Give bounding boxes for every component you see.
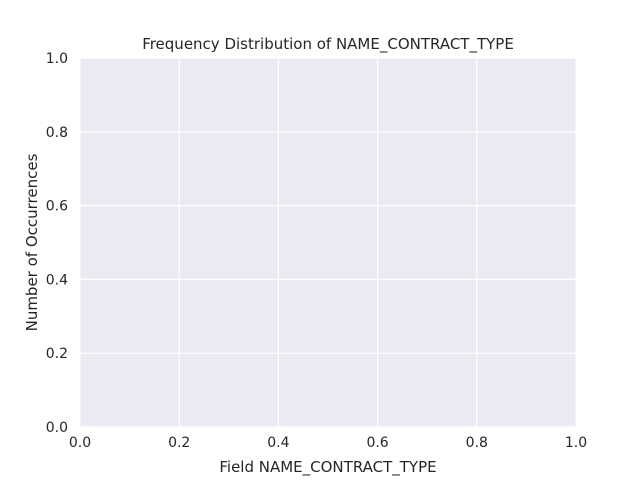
plot-area — [80, 58, 576, 427]
y-axis-label: Number of Occurrences — [23, 153, 41, 331]
x-tick-label: 0.2 — [168, 435, 190, 451]
y-tick-label: 0.2 — [46, 346, 68, 362]
x-tick-label: 0.8 — [466, 435, 488, 451]
y-tick-label: 1.0 — [46, 51, 68, 67]
x-tick-label: 0.0 — [69, 435, 91, 451]
x-tick-label: 1.0 — [565, 435, 587, 451]
x-tick-label: 0.4 — [267, 435, 289, 451]
x-axis-label: Field NAME_CONTRACT_TYPE — [219, 458, 436, 477]
y-axis-ticks: 0.0 0.2 0.4 0.6 0.8 1.0 — [46, 51, 68, 436]
y-tick-label: 0.4 — [46, 272, 68, 288]
x-axis-ticks: 0.0 0.2 0.4 0.6 0.8 1.0 — [69, 435, 587, 451]
chart-title: Frequency Distribution of NAME_CONTRACT_… — [142, 35, 514, 54]
y-tick-label: 0.0 — [46, 420, 68, 436]
y-tick-label: 0.8 — [46, 125, 68, 141]
grid — [79, 57, 577, 428]
y-tick-label: 0.6 — [46, 199, 68, 215]
x-tick-label: 0.6 — [366, 435, 388, 451]
